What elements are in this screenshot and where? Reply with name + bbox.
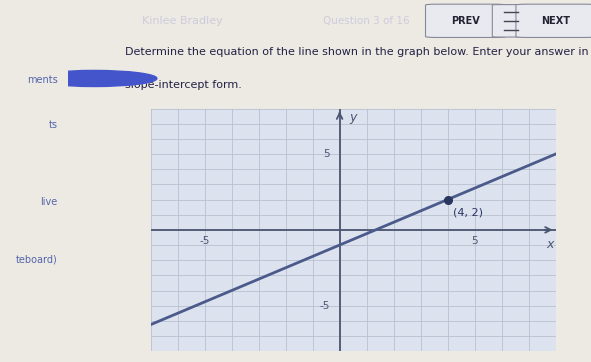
Text: Kinlee Bradley: Kinlee Bradley [142, 16, 223, 26]
Text: -5: -5 [200, 236, 210, 246]
Text: teboard): teboard) [16, 254, 58, 265]
FancyBboxPatch shape [516, 4, 591, 38]
Text: PREV: PREV [451, 16, 479, 26]
Text: -5: -5 [320, 301, 330, 311]
Text: slope-intercept form.: slope-intercept form. [125, 80, 242, 90]
Text: ts: ts [49, 120, 58, 130]
Text: 5: 5 [471, 236, 478, 246]
Text: (4, 2): (4, 2) [453, 208, 483, 218]
Circle shape [31, 71, 157, 87]
Text: y: y [349, 111, 356, 124]
FancyBboxPatch shape [492, 5, 529, 37]
FancyBboxPatch shape [426, 4, 505, 38]
Text: x: x [547, 238, 554, 251]
Text: 76: 76 [88, 74, 100, 83]
Text: ments: ments [27, 75, 58, 85]
Text: live: live [41, 197, 58, 207]
Text: 5: 5 [323, 149, 330, 159]
Text: Question 3 of 16: Question 3 of 16 [323, 16, 410, 26]
Text: NEXT: NEXT [541, 16, 570, 26]
Text: Determine the equation of the line shown in the graph below. Enter your answer i: Determine the equation of the line shown… [125, 47, 589, 57]
